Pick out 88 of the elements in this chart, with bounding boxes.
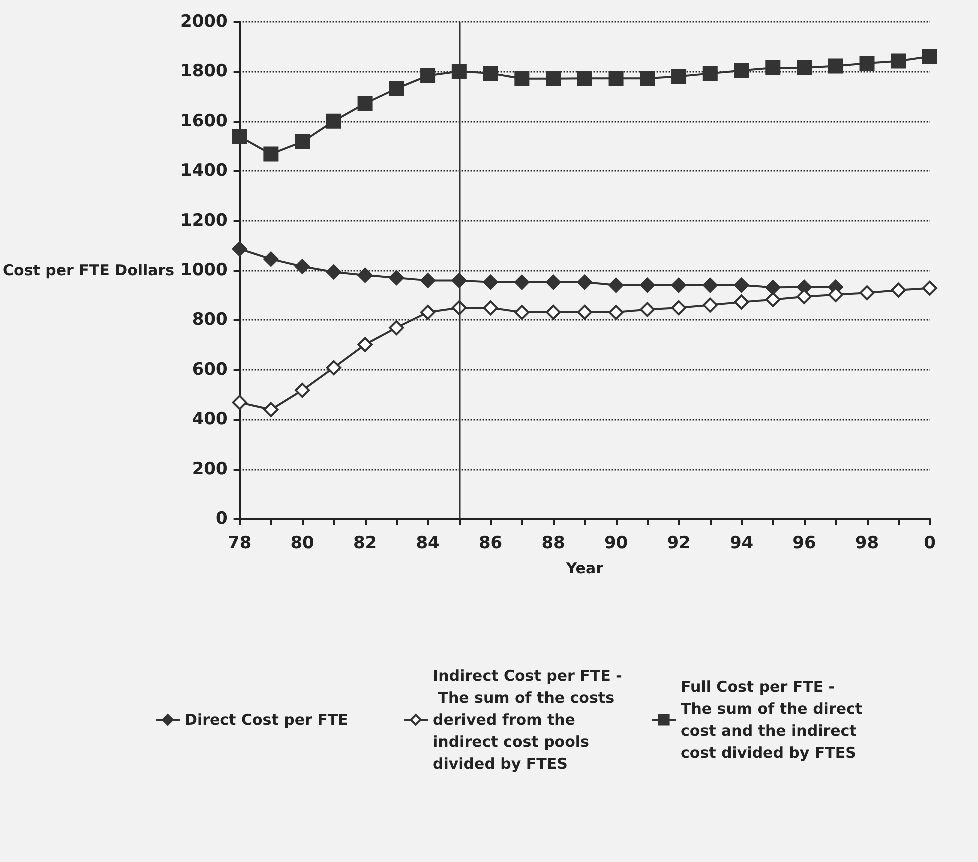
legend-label: Direct Cost per FTE bbox=[185, 711, 348, 729]
point bbox=[702, 278, 718, 293]
point bbox=[608, 71, 624, 86]
x-axis-title: Year bbox=[565, 560, 604, 578]
y-tick-label: 1400 bbox=[180, 161, 228, 182]
y-tick-label: 0 bbox=[216, 509, 228, 529]
y-tick-label: 1200 bbox=[180, 210, 228, 231]
point bbox=[514, 274, 530, 290]
y-tick-label: 1600 bbox=[180, 111, 228, 132]
legend-label: Full Cost per FTE - The sum of the direct cost and the indirect cost divided by FTES bbox=[681, 678, 868, 762]
point bbox=[766, 292, 781, 308]
point bbox=[483, 66, 498, 81]
point bbox=[891, 282, 906, 298]
point bbox=[797, 60, 812, 76]
point bbox=[358, 96, 373, 112]
point bbox=[546, 304, 562, 320]
x-tick-label: 88 bbox=[542, 534, 566, 554]
point bbox=[420, 273, 436, 288]
y-tick-label: 2000 bbox=[180, 12, 228, 32]
point bbox=[891, 54, 906, 69]
x-tick-label: 80 bbox=[290, 534, 315, 554]
y-tick-label: 600 bbox=[192, 360, 228, 380]
y-tick-label: 400 bbox=[192, 410, 228, 430]
point bbox=[358, 337, 373, 352]
point bbox=[358, 268, 373, 283]
y-tick-label: 1000 bbox=[180, 260, 228, 280]
point bbox=[672, 278, 687, 293]
x-tick-label: 94 bbox=[730, 534, 754, 554]
point bbox=[672, 300, 687, 316]
point bbox=[608, 278, 624, 293]
x-tick-label: 96 bbox=[792, 534, 816, 554]
point bbox=[295, 383, 310, 398]
point bbox=[702, 298, 718, 313]
point bbox=[452, 64, 467, 79]
legend-label: Indirect Cost per FTE - The sum of the costs derived from the indirect cost pools divided by FTES bbox=[433, 667, 622, 773]
point bbox=[326, 114, 342, 129]
x-tick-label: 82 bbox=[353, 534, 378, 554]
point bbox=[326, 264, 342, 280]
point bbox=[766, 60, 781, 76]
point bbox=[483, 274, 498, 290]
point bbox=[608, 304, 624, 320]
x-tick-label: 92 bbox=[667, 534, 691, 554]
x-tick-label: 86 bbox=[478, 534, 503, 554]
point bbox=[577, 304, 592, 320]
point bbox=[514, 71, 530, 86]
point bbox=[483, 300, 498, 316]
point bbox=[860, 286, 875, 301]
point bbox=[232, 129, 248, 144]
point bbox=[640, 278, 656, 293]
x-tick-label: 0 bbox=[924, 534, 936, 554]
x-tick-label: 84 bbox=[416, 534, 440, 554]
y-tick-label: 800 bbox=[192, 310, 228, 330]
point bbox=[295, 259, 310, 274]
point bbox=[295, 134, 310, 150]
y-tick-label: 200 bbox=[192, 459, 228, 480]
point bbox=[420, 304, 436, 320]
point bbox=[734, 63, 750, 78]
x-tick-label: 90 bbox=[604, 534, 628, 554]
x-tick-label: 78 bbox=[228, 534, 252, 554]
point bbox=[702, 66, 718, 82]
point bbox=[922, 49, 938, 64]
point bbox=[577, 274, 592, 290]
point bbox=[264, 146, 279, 162]
point bbox=[546, 71, 562, 86]
point bbox=[232, 242, 248, 257]
point bbox=[389, 270, 404, 286]
point bbox=[734, 294, 750, 310]
point bbox=[766, 280, 781, 296]
point bbox=[860, 56, 875, 71]
point bbox=[640, 71, 656, 86]
point bbox=[264, 252, 279, 267]
point bbox=[546, 274, 562, 290]
point bbox=[232, 395, 248, 410]
point bbox=[389, 320, 404, 336]
point bbox=[264, 402, 279, 418]
point bbox=[828, 58, 844, 74]
point bbox=[577, 71, 592, 86]
point bbox=[922, 280, 938, 296]
point bbox=[640, 302, 656, 318]
point bbox=[420, 68, 436, 84]
point bbox=[672, 69, 687, 84]
x-tick-label: 98 bbox=[855, 534, 880, 554]
point bbox=[326, 360, 342, 376]
point bbox=[514, 304, 530, 320]
y-tick-label: 1800 bbox=[180, 62, 228, 82]
y-axis-title: Cost per FTE Dollars bbox=[2, 262, 175, 280]
point bbox=[734, 278, 750, 293]
point bbox=[389, 81, 404, 96]
